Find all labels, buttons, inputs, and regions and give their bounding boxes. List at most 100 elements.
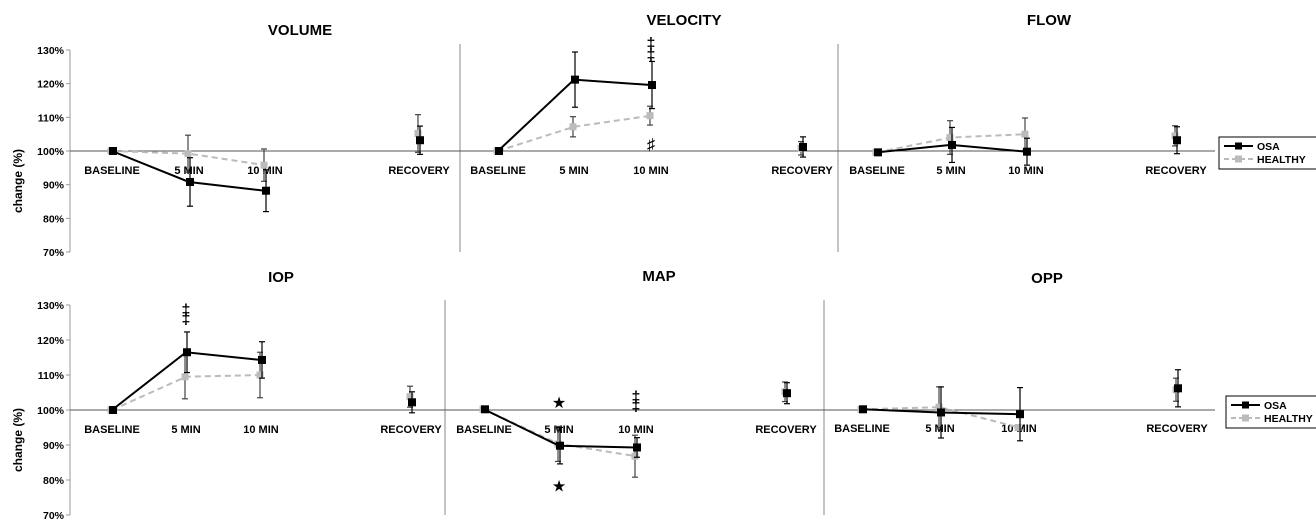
data-point xyxy=(937,408,945,417)
data-point xyxy=(646,112,654,120)
data-point xyxy=(946,134,954,142)
y-tick-label: 70% xyxy=(43,247,65,259)
series-osa xyxy=(874,126,1181,166)
data-point xyxy=(406,393,414,401)
x-category-label: 5 MIN xyxy=(171,424,200,436)
data-point xyxy=(631,452,639,460)
data-point xyxy=(181,373,189,381)
legend-label-osa: OSA xyxy=(1264,400,1287,412)
series-line xyxy=(111,150,266,167)
data-point xyxy=(186,177,194,186)
data-point xyxy=(1023,147,1031,156)
series-line xyxy=(497,114,652,152)
legend-marker-healthy xyxy=(1235,155,1242,163)
x-category-label: 10 MIN xyxy=(247,165,283,177)
panel-flow: FLOW BASELINE 5 MIN 10 MIN RECOVERY xyxy=(838,12,1215,177)
data-point xyxy=(571,75,579,84)
panel-velocity: VELOCITY BASELINE 5 MIN 10 MIN RECOVERY ‡‡ ♯ xyxy=(460,12,839,252)
significance-marker: ‡ xyxy=(182,311,191,328)
chart-title: MAP xyxy=(642,268,675,285)
x-category-label: 10 MIN xyxy=(243,424,279,436)
data-point xyxy=(109,406,117,414)
significance-marker: ★ xyxy=(552,478,566,495)
data-point xyxy=(799,142,807,151)
y-tick-label: 100% xyxy=(37,146,65,158)
series-osa xyxy=(495,51,807,158)
x-category-label: 5 MIN xyxy=(544,424,573,436)
x-category-label: 10 MIN xyxy=(1008,165,1044,177)
data-point xyxy=(1171,132,1179,140)
data-point xyxy=(874,148,882,157)
data-point xyxy=(948,140,956,149)
y-axis-label: change (%) xyxy=(11,149,25,213)
x-category-label: BASELINE xyxy=(84,165,140,177)
chart-title: VELOCITY xyxy=(646,12,721,29)
x-category-label: 5 MIN xyxy=(559,165,588,177)
data-point xyxy=(258,355,266,364)
x-category-label: BASELINE xyxy=(456,424,512,436)
x-category-label: BASELINE xyxy=(834,423,890,435)
series-osa xyxy=(859,369,1182,442)
x-category-label: RECOVERY xyxy=(1145,165,1207,177)
x-category-label: RECOVERY xyxy=(1146,423,1208,435)
data-point xyxy=(556,441,564,450)
x-category-label: RECOVERY xyxy=(380,424,442,436)
series-osa xyxy=(109,125,424,213)
x-category-label: 10 MIN xyxy=(633,165,669,177)
significance-marker: ‡ xyxy=(182,302,191,319)
panel-map: MAP BASELINE 5 MIN 10 MIN RECOVERY ★ ‡‡ ★ xyxy=(445,268,825,515)
y-tick-label: 130% xyxy=(37,45,65,57)
data-point xyxy=(416,136,424,145)
series-healthy xyxy=(107,114,422,182)
legend-marker-healthy xyxy=(1242,414,1249,422)
data-point xyxy=(1021,130,1029,138)
legend-label-healthy: HEALTHY xyxy=(1257,154,1306,166)
data-point xyxy=(184,150,192,158)
significance-marker: ‡ xyxy=(632,389,641,406)
y-tick-label: 130% xyxy=(37,300,65,312)
x-category-label: RECOVERY xyxy=(771,165,833,177)
x-category-label: RECOVERY xyxy=(755,424,817,436)
data-point xyxy=(633,443,641,452)
legend-marker-osa xyxy=(1242,401,1249,409)
y-tick-label: 70% xyxy=(43,510,65,519)
y-axis-label: change (%) xyxy=(11,408,25,472)
data-point xyxy=(408,398,416,407)
series-line xyxy=(861,406,1020,429)
x-category-label: 10 MIN xyxy=(618,424,654,436)
data-point xyxy=(1173,136,1181,145)
data-point xyxy=(1014,424,1022,431)
significance-marker: ♯ xyxy=(647,137,655,154)
x-category-label: RECOVERY xyxy=(388,165,450,177)
data-point xyxy=(1016,410,1024,419)
series-osa xyxy=(109,331,416,414)
y-tick-label: 80% xyxy=(43,475,65,487)
chart-title: OPP xyxy=(1031,270,1063,287)
data-point xyxy=(183,348,191,357)
significance-marker: ‡ xyxy=(647,47,656,64)
x-category-label: 5 MIN xyxy=(936,165,965,177)
legend-label-osa: OSA xyxy=(1257,141,1280,153)
data-point xyxy=(414,129,422,137)
data-point xyxy=(935,403,943,411)
x-category-label: BASELINE xyxy=(470,165,526,177)
y-tick-label: 120% xyxy=(37,335,65,347)
panel-volume: VOLUME 130% 120% 110% 100% 90% 80% 70% change (%… xyxy=(11,22,461,259)
y-tick-label: 110% xyxy=(38,112,65,124)
data-point xyxy=(262,186,270,195)
significance-marker: ‡ xyxy=(632,398,641,415)
x-category-label: BASELINE xyxy=(849,165,905,177)
y-tick-label: 90% xyxy=(43,440,65,452)
series-osa xyxy=(481,382,791,465)
y-tick-label: 90% xyxy=(43,180,65,192)
legend-marker-osa xyxy=(1235,142,1242,150)
legend-label-healthy: HEALTHY xyxy=(1264,413,1313,425)
data-point xyxy=(495,147,503,155)
data-point xyxy=(1174,384,1182,393)
y-tick-label: 100% xyxy=(37,405,65,417)
data-point xyxy=(859,405,867,414)
legend-frame xyxy=(1225,395,1316,429)
